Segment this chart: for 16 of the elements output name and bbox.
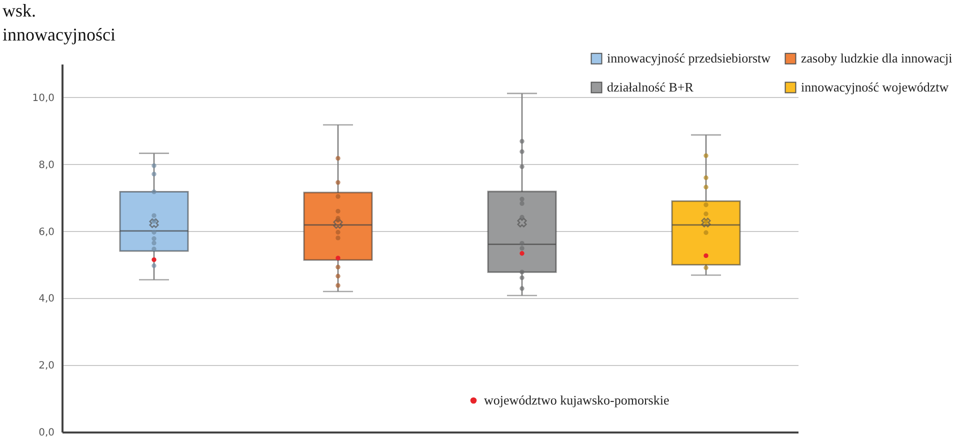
y-axis-title: wsk. innowacyjności <box>2 0 116 44</box>
y-tick-label: 8,0 <box>38 160 54 171</box>
legend-label: zasoby ludzkie dla innowacji <box>801 50 953 66</box>
point <box>520 251 524 256</box>
y-tick-label: 6,0 <box>38 226 54 238</box>
point <box>336 256 340 260</box>
point <box>704 253 708 258</box>
legend-label: innowacyjność województw <box>801 80 950 94</box>
y-tick-label: 2,0 <box>38 360 54 372</box>
legend-label: województwo kujawsko-pomorskie <box>484 392 670 408</box>
legend-label: działalność B+R <box>607 80 694 94</box>
point <box>152 257 156 262</box>
y-tick-label: 4,0 <box>38 294 54 305</box>
legend-label: innowacyjność przedsiebiorstw <box>607 50 772 66</box>
y-tick-label: 10,0 <box>32 92 54 104</box>
y-tick-label: 0,0 <box>38 428 54 438</box>
